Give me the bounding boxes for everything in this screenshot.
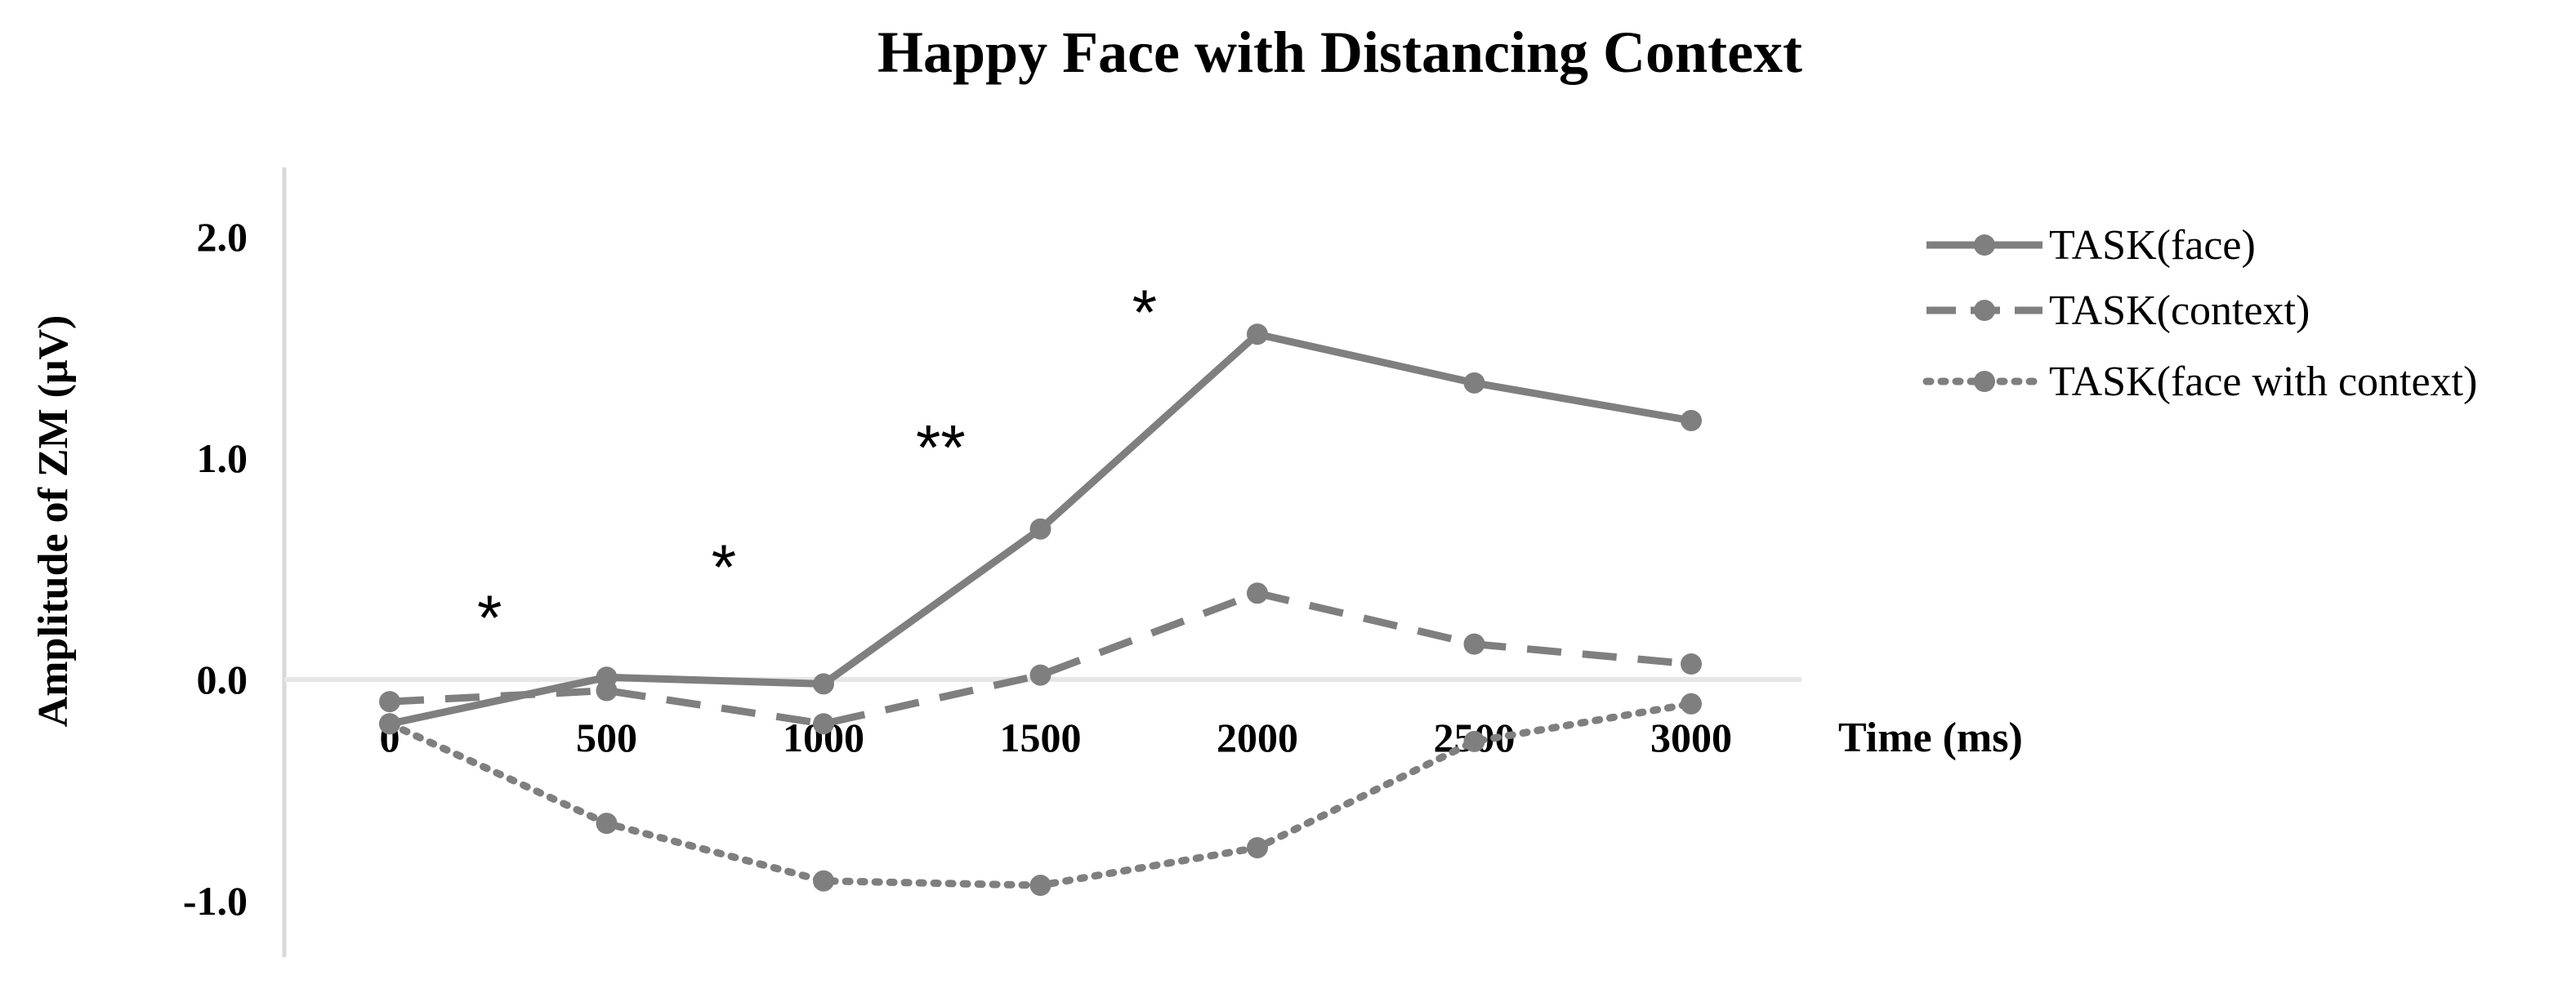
y-tick-label: -1.0: [183, 878, 248, 924]
x-tick-label: 2000: [1217, 715, 1298, 760]
y-tick-label: 0.0: [197, 657, 248, 702]
data-point: [1247, 836, 1268, 858]
legend-label: TASK(context): [2049, 287, 2310, 334]
data-point: [1029, 664, 1051, 686]
data-point: [813, 870, 834, 892]
legend-marker: [1974, 234, 1995, 256]
data-point: [379, 691, 400, 713]
data-point: [1681, 693, 1702, 715]
legend-marker: [1974, 371, 1995, 392]
series-line-2: [389, 589, 1692, 728]
data-point: [379, 713, 400, 735]
legend: TASK(face) TASK(context) TASK(face with co…: [1922, 222, 2477, 405]
legend-label: TASK(face with context): [2049, 359, 2477, 405]
x-tick-label: 500: [576, 715, 637, 760]
data-point: [1247, 582, 1268, 604]
y-axis-label: Amplitude of ZM (μV): [30, 315, 77, 728]
data-point: [813, 673, 834, 695]
significance-annotation: *: [712, 531, 736, 603]
data-point: [1247, 323, 1268, 345]
data-point: [1681, 409, 1702, 431]
data-point: [1029, 875, 1051, 897]
data-point: [1463, 730, 1485, 752]
legend-marker: [1974, 300, 1995, 321]
significance-annotation: *: [1132, 276, 1157, 348]
plot-area: 2.01.00.0-1.0050010001500200025003000***…: [183, 167, 1801, 957]
data-point: [1463, 633, 1485, 655]
x-tick-label: 3000: [1650, 715, 1732, 760]
data-point: [1463, 372, 1485, 394]
y-tick-label: 1.0: [197, 435, 248, 481]
chart-title: Happy Face with Distancing Context: [877, 20, 1802, 85]
y-tick-label: 2.0: [197, 214, 248, 260]
data-point: [1029, 518, 1051, 540]
data-point: [1681, 653, 1702, 675]
data-point: [813, 713, 834, 735]
x-axis-label: Time (ms): [1838, 715, 2023, 761]
x-tick-label: 1500: [1000, 715, 1082, 760]
significance-annotation: **: [916, 412, 966, 483]
data-point: [596, 680, 618, 702]
legend-label: TASK(face): [2049, 222, 2256, 269]
data-point: [596, 813, 618, 835]
significance-annotation: *: [477, 581, 502, 653]
